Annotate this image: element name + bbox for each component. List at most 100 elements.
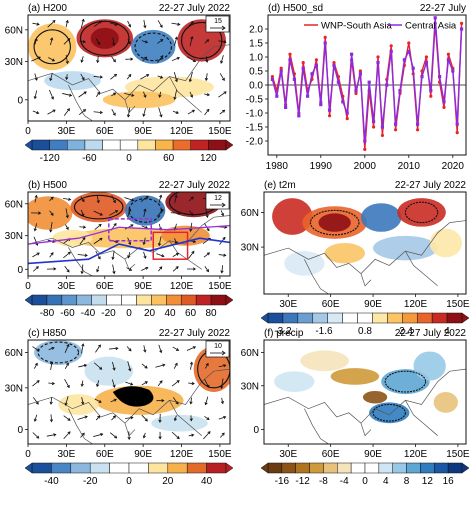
wind-vector	[190, 397, 192, 404]
wind-vector	[203, 431, 211, 440]
wind-vector	[110, 399, 117, 403]
wind-vector-head	[220, 400, 225, 405]
series-point	[429, 89, 433, 93]
wind-vector	[220, 210, 224, 216]
lon-tick-label: 30E	[279, 299, 297, 310]
wind-vector	[50, 397, 53, 405]
wind-vector-head	[96, 200, 100, 204]
wind-vector-head	[190, 94, 194, 98]
anomaly-patch	[429, 228, 462, 258]
wind-vector-head	[223, 40, 227, 44]
panel-label: (e) t2m	[264, 180, 296, 191]
colorbar-label: 0	[126, 153, 132, 164]
series-point	[424, 61, 428, 65]
wind-vector-head	[80, 59, 84, 63]
wind-vector	[157, 380, 163, 387]
x-tick-label: 2010	[398, 161, 421, 172]
wind-vector	[95, 92, 100, 97]
colorbar-end-arrow	[260, 462, 269, 474]
anomaly-patch	[397, 198, 446, 227]
wind-vector-head	[205, 362, 209, 367]
wind-vector-head	[34, 194, 38, 199]
colorbar-end-arrow	[24, 294, 33, 306]
wind-vector-head	[173, 417, 177, 422]
series-point	[389, 44, 393, 48]
wind-vector-head	[127, 41, 131, 45]
colorbar-swatch	[84, 139, 103, 151]
wind-vector-head	[160, 39, 164, 42]
y-tick-label: 1.5	[249, 39, 263, 50]
wind-vector-head	[81, 18, 85, 22]
series-point	[270, 77, 274, 81]
wind-vector-head	[64, 402, 68, 406]
wind-vector	[111, 195, 116, 203]
wind-vector	[81, 56, 84, 63]
wind-vector	[141, 40, 148, 43]
wind-vector-head	[35, 266, 39, 270]
series-point	[336, 80, 340, 84]
wind-vector-head	[159, 194, 163, 198]
wind-vector-head	[81, 343, 85, 347]
wind-vector	[65, 208, 69, 218]
wind-vector-head	[112, 415, 116, 419]
coastline	[304, 259, 329, 294]
wind-vector-head	[130, 224, 134, 228]
reference-vector-head	[221, 25, 226, 31]
wind-vector	[171, 22, 180, 25]
wind-vector	[78, 364, 87, 368]
wind-vector	[111, 92, 116, 97]
wind-vector-head	[98, 223, 102, 227]
wind-vector	[218, 364, 226, 368]
series-point	[328, 114, 332, 118]
series-point	[429, 94, 433, 98]
map-field	[264, 340, 466, 444]
reference-vector-head	[221, 350, 226, 356]
series-point	[301, 61, 305, 65]
colorbar-swatch	[267, 312, 284, 324]
lon-tick-label: 30E	[57, 281, 75, 292]
wind-vector-head	[144, 381, 148, 385]
series-point	[442, 105, 446, 109]
wind-vector	[109, 347, 118, 350]
lon-tick-label: 60E	[322, 299, 340, 310]
series-point	[354, 91, 358, 95]
wind-vector-head	[52, 109, 56, 113]
y-tick-label: -2.0	[246, 137, 264, 148]
wind-vector	[143, 345, 146, 353]
wind-vector	[205, 396, 209, 405]
series-point	[345, 111, 349, 115]
wind-vector-head	[143, 255, 147, 259]
colorbar-swatch	[323, 462, 338, 474]
colorbar-swatch	[121, 294, 137, 306]
lon-tick-label: 0	[25, 449, 31, 460]
series-point	[354, 89, 358, 93]
wind-vector-head	[50, 361, 54, 365]
contour-line	[180, 21, 223, 60]
wind-vector	[93, 111, 103, 114]
wind-vector	[204, 363, 209, 369]
lat-tick-label: 30N	[5, 383, 23, 394]
colorbar-label: -120	[40, 153, 60, 164]
wind-vector-head	[114, 435, 118, 439]
series-point	[433, 16, 437, 20]
colorbar-swatch	[312, 312, 328, 324]
wind-vector-head	[82, 225, 87, 229]
wind-vector-head	[128, 267, 133, 271]
colorbar-label: -60	[82, 153, 97, 164]
wind-vector	[93, 433, 103, 437]
lon-tick-label: 150E	[208, 126, 232, 137]
wind-vector-head	[174, 36, 178, 40]
anomaly-patch	[433, 392, 458, 413]
wind-vector	[203, 252, 210, 258]
wind-vector	[221, 397, 224, 404]
wind-vector-head	[115, 346, 119, 351]
wind-vector	[218, 254, 226, 256]
wind-vector	[50, 414, 53, 422]
wind-vector	[204, 39, 209, 44]
wind-vector-head	[96, 269, 100, 273]
y-tick-label: 0.5	[249, 67, 263, 78]
wind-vector	[62, 93, 72, 96]
wind-vector	[49, 73, 53, 81]
wind-vector	[156, 253, 164, 257]
wind-vector-head	[49, 419, 54, 423]
